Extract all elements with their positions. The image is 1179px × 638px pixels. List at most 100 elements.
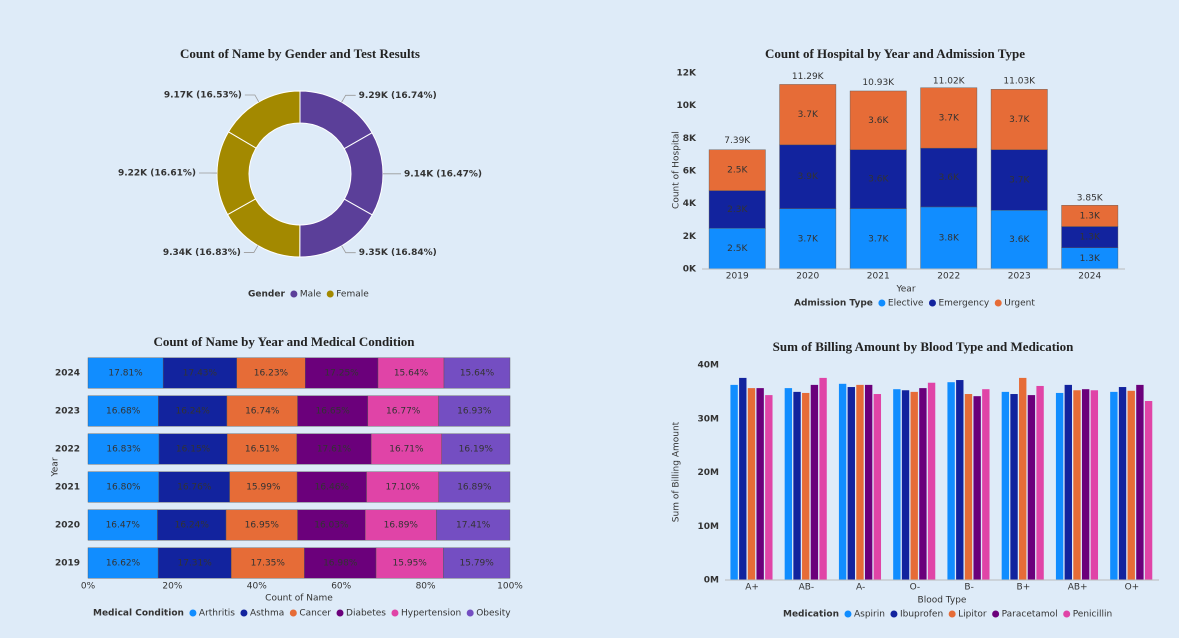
bar-segment (87, 471, 160, 503)
legend-marker (928, 299, 936, 307)
bar-segment (1110, 391, 1118, 580)
data-label: 3.7K (1009, 175, 1030, 185)
y-tick-label: 6K (683, 167, 697, 177)
legend-label: Lipitor (958, 610, 987, 620)
data-label: 3.7K (868, 234, 889, 244)
bar-segment (1064, 384, 1072, 580)
legend-marker (240, 609, 248, 617)
data-label: 3.7K (1009, 115, 1030, 125)
bar-segment (1090, 390, 1099, 580)
x-tick-label: 20% (162, 582, 182, 592)
bar-segment (441, 433, 511, 465)
legend-label: Obesity (476, 609, 511, 619)
y-tick-label: 2K (683, 232, 697, 242)
bar-segment (296, 433, 372, 465)
bar-segment (87, 433, 160, 465)
bar-segment (765, 395, 773, 580)
x-axis-title: Count of Name (265, 594, 333, 604)
legend-label: Aspirin (854, 610, 885, 620)
data-label: 1.3K (1080, 254, 1101, 264)
data-label: 16.65% (316, 407, 351, 417)
bar-segment (304, 547, 377, 579)
donut-slice (227, 90, 301, 149)
legend-marker (290, 290, 298, 298)
bar-segment (162, 357, 237, 389)
bar-segment (779, 84, 837, 146)
data-label: 2.5K (727, 166, 748, 176)
y-tick-label: 12K (677, 69, 698, 79)
legend-label: Arthritis (199, 609, 235, 619)
legend-label: Paracetamol (1002, 610, 1058, 620)
y-tick-label: 2020 (55, 521, 80, 531)
x-tick-label: AB- (799, 583, 815, 593)
x-tick-label: O+ (1125, 583, 1140, 593)
leader-line (341, 245, 356, 254)
bar-segment (1081, 389, 1090, 580)
bar-segment (956, 380, 964, 580)
legend-label: Female (336, 290, 369, 300)
legend-title: Admission Type (794, 299, 873, 309)
bar-segment (436, 509, 511, 541)
legend-marker (466, 609, 474, 617)
x-tick-label: B+ (1017, 583, 1031, 593)
y-tick-label: 8K (683, 134, 697, 144)
data-label: 9.35K (16.84%) (359, 248, 437, 258)
legend-marker (890, 610, 898, 618)
y-tick-label: 4K (683, 199, 697, 209)
x-tick-label: 60% (331, 582, 351, 592)
bar-segment (779, 144, 837, 209)
data-label: 16.23% (254, 369, 289, 379)
x-tick-label: 100% (497, 582, 523, 592)
data-label: 15.95% (393, 559, 428, 569)
bar-segment (365, 509, 437, 541)
chart-title: Count of Name by Gender and Test Results (180, 46, 420, 61)
bar-segment (893, 389, 901, 580)
bar-segment (438, 471, 511, 503)
y-axis-title: Sum of Billing Amount (672, 421, 682, 522)
data-label: 2.3K (727, 205, 748, 215)
total-label: 7.39K (724, 136, 751, 146)
data-label: 17.35% (251, 559, 286, 569)
leader-line (243, 245, 259, 253)
bar-segment (849, 208, 907, 270)
bar-segment (910, 391, 918, 580)
bar-segment (802, 392, 810, 580)
legend-label: Diabetes (346, 609, 386, 619)
x-axis-title: Year (895, 285, 915, 295)
data-label: 3.7K (939, 113, 960, 123)
bar-segment (1001, 391, 1010, 580)
data-label: 3.6K (868, 116, 889, 126)
bar-segment (377, 357, 445, 389)
legend-marker (336, 609, 344, 617)
legend-label: Hypertension (401, 609, 461, 619)
bar-segment (784, 388, 793, 580)
bar-segment (443, 357, 511, 389)
data-label: 9.29K (16.74%) (359, 91, 437, 101)
bar-segment (920, 87, 978, 149)
bar-segment (927, 382, 936, 580)
data-label: 16.15% (176, 445, 211, 455)
bar-segment (1010, 394, 1018, 580)
x-tick-label: B- (964, 583, 973, 593)
y-tick-label: 2023 (55, 407, 80, 417)
x-axis-title: Blood Type (918, 596, 967, 606)
data-label: 3.6K (868, 175, 889, 185)
data-label: 3.9K (798, 172, 819, 182)
data-label: 9.22K (16.61%) (118, 168, 196, 178)
y-tick-label: 2021 (55, 483, 80, 493)
bar-segment (87, 547, 159, 579)
data-label: 15.79% (460, 559, 495, 569)
bar-segment (990, 89, 1048, 150)
bar-segment (810, 384, 819, 580)
data-label: 17.31% (177, 559, 212, 569)
bar-segment (438, 395, 511, 427)
bar-segment (856, 384, 864, 580)
data-label: 16.98% (323, 559, 358, 569)
legend-title: Medical Condition (93, 609, 184, 619)
data-label: 1.3K (1080, 211, 1101, 221)
bar-segment (157, 547, 232, 579)
bar-segment (87, 509, 158, 541)
legend-title: Gender (248, 290, 285, 300)
chart-title: Sum of Billing Amount by Blood Type and … (773, 339, 1075, 354)
